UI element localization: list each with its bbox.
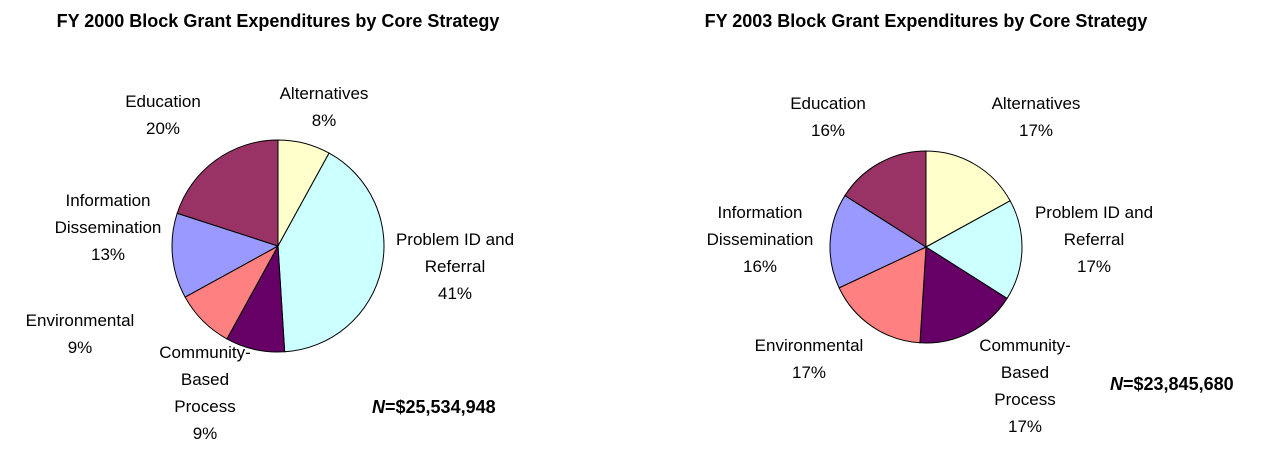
- pie-slice: [171, 212, 280, 298]
- pie-slice: [925, 200, 1023, 300]
- pie-slice: [838, 246, 927, 344]
- category-label: Environmental: [25, 311, 135, 330]
- chart-title: FY 2000 Block Grant Expenditures by Core…: [56, 11, 500, 31]
- value-label: 41%: [437, 284, 473, 303]
- category-label: Problem ID and Referral: [1034, 203, 1154, 249]
- value-label: 17%: [1018, 121, 1054, 140]
- slice-label: Community-Based Process 9%: [150, 339, 260, 447]
- value-label: 17%: [1076, 257, 1112, 276]
- slice-label: Alternatives 8%: [254, 80, 394, 134]
- value-label: 17%: [791, 363, 827, 382]
- chart-title: FY 2003 Block Grant Expenditures by Core…: [704, 11, 1148, 31]
- value-label: 20%: [145, 119, 181, 138]
- value-label: 9%: [192, 424, 218, 443]
- slice-label: Environmental 9%: [10, 307, 150, 361]
- pie-slice: [925, 150, 1011, 248]
- value-label: 16%: [810, 121, 846, 140]
- pie-slice: [829, 194, 928, 289]
- category-label: Education: [125, 92, 201, 111]
- category-label: Alternatives: [991, 94, 1081, 113]
- annotation-variable: N: [372, 397, 385, 417]
- pie-slice: [919, 246, 1008, 344]
- category-label: Community-Based Process: [979, 336, 1071, 409]
- annotation: N=$23,845,680: [1110, 374, 1234, 395]
- slice-label: Community-Based Process 17%: [970, 332, 1080, 440]
- category-label: Education: [790, 94, 866, 113]
- pie-slice: [176, 139, 279, 247]
- slice-label: Alternatives 17%: [971, 90, 1101, 144]
- category-label: Alternatives: [279, 84, 369, 103]
- slice-label: Education 16%: [768, 90, 888, 144]
- annotation-value: =$23,845,680: [1123, 374, 1234, 394]
- annotation-variable: N: [1110, 374, 1123, 394]
- slice-label: Education 20%: [103, 88, 223, 142]
- category-label: Information Dissemination: [54, 191, 162, 237]
- category-label: Problem ID and Referral: [395, 230, 515, 276]
- value-label: 17%: [1007, 417, 1043, 436]
- value-label: 8%: [311, 111, 337, 130]
- value-label: 16%: [742, 257, 778, 276]
- slice-label: Problem ID and Referral 41%: [390, 226, 520, 307]
- pie-slice: [277, 152, 385, 353]
- annotation-value: =$25,534,948: [385, 397, 496, 417]
- slice-label: Information Dissemination 16%: [685, 199, 835, 280]
- pie-slice: [844, 150, 927, 248]
- category-label: Information Dissemination: [706, 203, 814, 249]
- value-label: 9%: [67, 338, 93, 357]
- category-label: Community-Based Process: [159, 343, 251, 416]
- category-label: Environmental: [754, 336, 864, 355]
- value-label: 13%: [90, 245, 126, 264]
- slice-label: Information Dissemination 13%: [33, 187, 183, 268]
- annotation: N=$25,534,948: [372, 397, 496, 418]
- slice-label: Environmental 17%: [739, 332, 879, 386]
- slice-label: Problem ID and Referral 17%: [1029, 199, 1159, 280]
